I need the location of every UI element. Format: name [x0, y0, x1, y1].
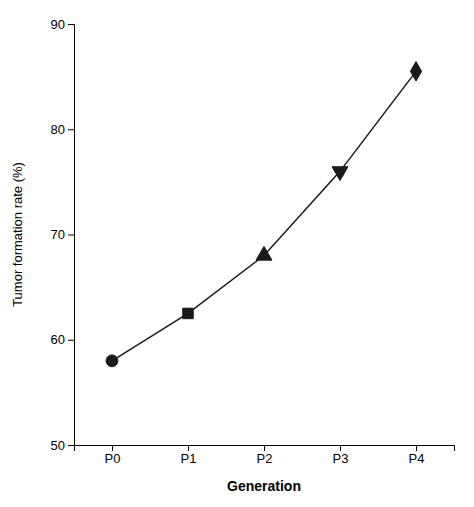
line	[112, 71, 416, 360]
point	[106, 355, 118, 367]
y-tick-label: 60	[51, 332, 65, 347]
y-tick: 60	[51, 332, 74, 347]
y-axis-title: Tumor formation rate (%)	[10, 162, 25, 307]
y-tick-mark	[68, 24, 74, 25]
data-marks	[106, 62, 422, 367]
y-tick-label: 50	[51, 438, 65, 453]
point	[332, 167, 348, 181]
x-tick-mark	[188, 445, 189, 451]
x-tick-mark	[264, 445, 265, 451]
x-tick: P0	[105, 445, 121, 466]
y-tick-mark	[68, 340, 74, 341]
x-axis-line	[75, 446, 455, 452]
y-tick: 90	[51, 17, 74, 32]
y-tick-label: 70	[51, 227, 65, 242]
y-tick-label: 80	[51, 122, 65, 137]
x-tick-mark	[416, 445, 417, 451]
x-tick: P2	[257, 445, 273, 466]
x-axis: P0 P1 P2 P3 P4	[75, 445, 455, 466]
y-tick: 50	[51, 438, 74, 453]
y-axis: 50 60 70 80 90	[51, 17, 75, 453]
x-tick-label: P0	[105, 451, 121, 466]
plot-area: P0 P1 P2 P3 P4 50 60 70 80 90	[51, 17, 455, 467]
point	[183, 308, 193, 318]
x-tick-mark	[112, 445, 113, 451]
y-tick-mark	[68, 129, 74, 130]
point	[410, 62, 421, 82]
x-tick: P1	[181, 445, 197, 466]
chart-container: P0 P1 P2 P3 P4 50 60 70 80 90 Generation Tumor form…	[0, 0, 474, 507]
y-tick-mark	[68, 235, 74, 236]
x-tick-label: P3	[333, 451, 349, 466]
x-tick-label: P4	[409, 451, 425, 466]
y-tick-label: 90	[51, 17, 65, 32]
x-tick-mark	[340, 445, 341, 451]
point	[256, 246, 272, 260]
y-tick-mark	[68, 445, 74, 446]
x-tick: P3	[333, 445, 349, 466]
y-axis-line	[68, 25, 75, 446]
chart-svg: P0 P1 P2 P3 P4 50 60 70 80 90 Generation Tumor form…	[0, 0, 474, 507]
y-tick: 70	[51, 227, 74, 242]
x-tick: P4	[409, 445, 425, 466]
x-tick-label: P2	[257, 451, 273, 466]
y-tick: 80	[51, 122, 74, 137]
x-axis-title: Generation	[227, 478, 301, 494]
x-tick-label: P1	[181, 451, 197, 466]
